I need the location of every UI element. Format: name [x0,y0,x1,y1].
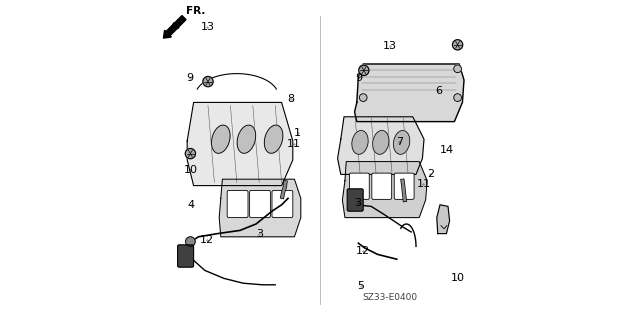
Text: 10: 10 [451,273,465,284]
Circle shape [360,94,367,101]
Text: 6: 6 [435,86,442,96]
Text: SZ33-E0400: SZ33-E0400 [363,293,418,302]
Text: 4: 4 [188,200,195,210]
FancyBboxPatch shape [227,190,248,218]
Circle shape [186,148,196,159]
Text: 9: 9 [186,73,193,84]
Text: 3: 3 [355,198,361,208]
Ellipse shape [237,125,256,153]
FancyBboxPatch shape [349,173,369,199]
Text: 13: 13 [383,41,397,52]
Polygon shape [219,179,301,237]
Ellipse shape [372,131,389,154]
Circle shape [360,65,367,73]
Text: 3: 3 [256,228,262,239]
Circle shape [454,65,461,73]
Text: 8: 8 [287,94,294,104]
Circle shape [452,40,463,50]
FancyBboxPatch shape [178,245,193,267]
FancyBboxPatch shape [272,190,292,218]
Text: 7: 7 [396,137,403,148]
Text: 10: 10 [184,164,197,175]
Text: 12: 12 [200,235,214,245]
FancyBboxPatch shape [394,173,414,199]
Circle shape [186,237,195,246]
FancyBboxPatch shape [347,189,364,211]
Polygon shape [338,117,424,174]
FancyArrow shape [163,16,186,38]
Text: 11: 11 [287,139,301,149]
FancyBboxPatch shape [372,173,392,199]
Polygon shape [437,205,450,234]
Text: 14: 14 [440,145,454,156]
Circle shape [359,65,369,76]
Text: 9: 9 [355,73,362,84]
Text: 5: 5 [358,281,364,292]
Ellipse shape [394,131,410,154]
Ellipse shape [211,125,230,153]
Polygon shape [355,64,464,122]
Text: 12: 12 [355,246,370,256]
Text: 13: 13 [200,22,214,32]
Text: FR.: FR. [186,6,205,16]
Polygon shape [342,162,428,218]
Ellipse shape [264,125,283,153]
Circle shape [454,94,461,101]
Text: 2: 2 [427,169,434,180]
Text: 1: 1 [294,128,301,138]
Ellipse shape [352,131,368,154]
Circle shape [203,76,213,87]
Polygon shape [187,102,292,186]
Text: 11: 11 [417,179,430,189]
FancyBboxPatch shape [250,190,270,218]
